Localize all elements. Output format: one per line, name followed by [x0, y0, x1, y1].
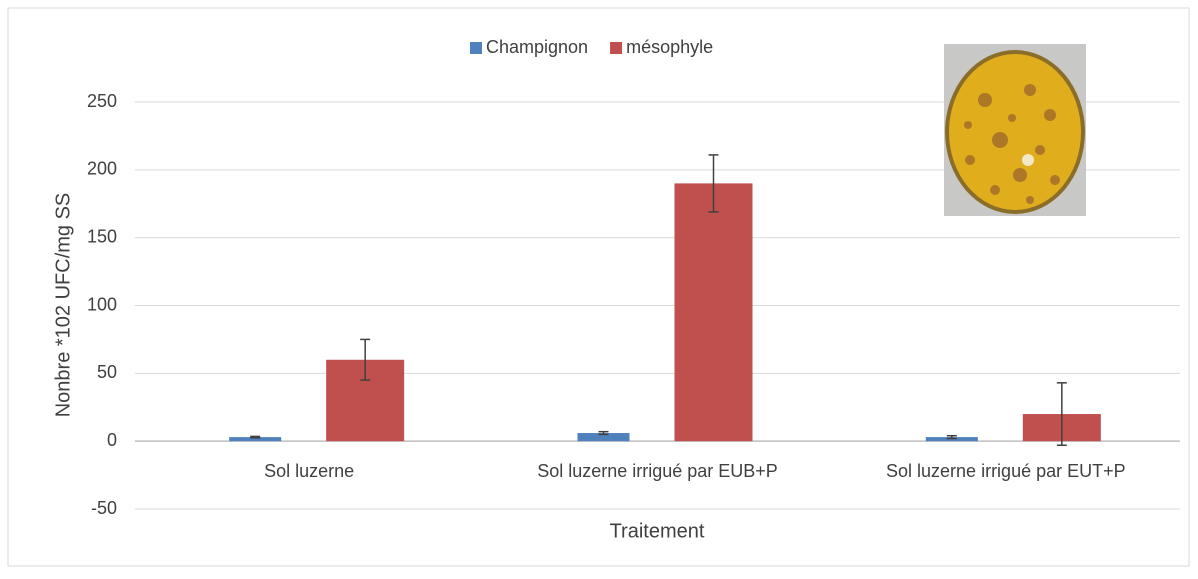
- y-tick-label: 0: [107, 430, 117, 450]
- dish-medium: [949, 54, 1081, 210]
- bar: [577, 433, 630, 442]
- y-tick-label: 100: [87, 294, 117, 314]
- bar: [229, 437, 282, 442]
- error-bar: [1056, 382, 1067, 446]
- y-axis-title: Nonbre *102 UFC/mg SS: [52, 193, 74, 418]
- y-tick-label: 250: [87, 91, 117, 111]
- x-tick-label: Sol luzerne irrigué par EUT+P: [886, 461, 1126, 481]
- bar: [674, 183, 753, 442]
- error-bar: [946, 434, 957, 440]
- error-bar: [598, 430, 609, 436]
- x-tick-label: Sol luzerne irrigué par EUB+P: [537, 461, 778, 481]
- x-axis-title: Traitement: [610, 520, 705, 542]
- y-tick-label: 200: [87, 159, 117, 179]
- petri-photo: [944, 44, 1086, 216]
- legend-label: mésophyle: [626, 37, 713, 57]
- error-bar: [708, 154, 719, 213]
- legend-label: Champignon: [486, 37, 588, 57]
- error-bar: [360, 338, 371, 381]
- y-tick-label: 150: [87, 226, 117, 246]
- y-tick-label: 50: [97, 362, 117, 382]
- y-tick-label: -50: [91, 498, 117, 518]
- reflection: [1022, 154, 1034, 166]
- x-tick-label: Sol luzerne: [264, 461, 354, 481]
- error-bar: [250, 435, 261, 439]
- legend-swatch: [610, 42, 623, 54]
- colonies: [964, 84, 1060, 204]
- legend-swatch: [470, 42, 482, 54]
